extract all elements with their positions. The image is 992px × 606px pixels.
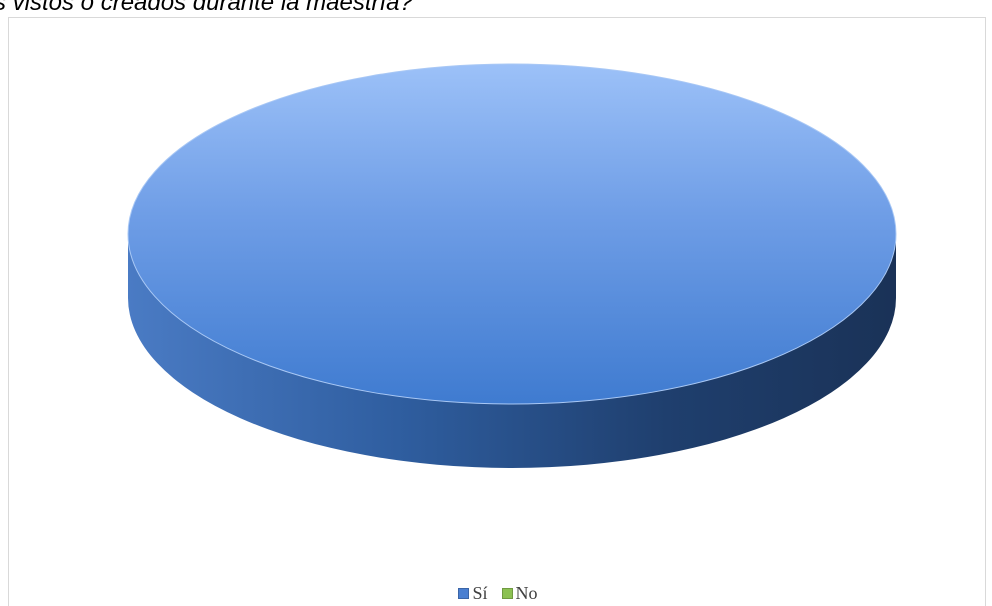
pie-slice-s--side bbox=[128, 234, 896, 468]
legend-label-s-: Sí bbox=[472, 583, 488, 603]
chart-area: Sí No bbox=[8, 17, 986, 606]
legend-swatch-no bbox=[501, 588, 513, 599]
pie-chart bbox=[127, 63, 897, 468]
pie-slice-s- bbox=[127, 63, 897, 405]
pie-slices bbox=[127, 63, 897, 468]
legend-item-no: No bbox=[501, 583, 538, 604]
question-text: s vistos o creados durante la maestría? bbox=[0, 0, 413, 16]
chart-legend: Sí No bbox=[9, 583, 987, 604]
legend-swatch-s- bbox=[458, 588, 470, 599]
legend-item-s-: Sí bbox=[458, 583, 488, 604]
legend-label-no: No bbox=[515, 583, 538, 603]
